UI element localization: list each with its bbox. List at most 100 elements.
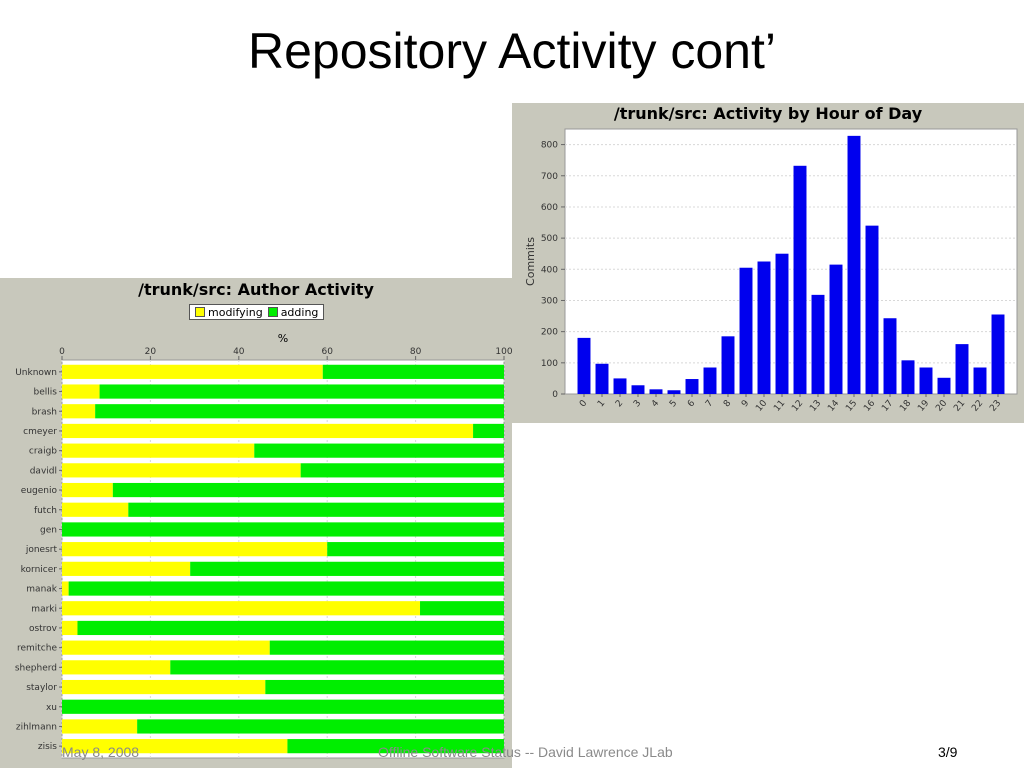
- author-y-tick-label: cmeyer: [23, 427, 57, 437]
- author-y-tick-label: gen: [40, 525, 57, 535]
- author-y-tick-label: craigb: [29, 447, 57, 457]
- hour-y-axis-label: Commits: [524, 237, 537, 286]
- hour-bar-14: [829, 264, 843, 394]
- footer-text: Offline Software Status -- David Lawrenc…: [378, 744, 673, 760]
- author-bar-manak-adding: [68, 581, 504, 596]
- author-x-tick-label: 20: [145, 347, 157, 357]
- hour-bar-15: [847, 135, 861, 394]
- author-y-tick-label: ostrov: [29, 624, 58, 634]
- author-bar-kornicer-modifying: [62, 561, 191, 576]
- hour-x-tick-label: 5: [668, 399, 679, 410]
- author-bar-eugenio-modifying: [62, 482, 113, 498]
- hour-y-tick-label: 600: [541, 203, 558, 213]
- legend-swatch-adding: [267, 307, 278, 317]
- author-bar-craigb-adding: [254, 443, 504, 458]
- hour-bar-12: [793, 165, 807, 394]
- author-bar-ostrov-modifying: [62, 620, 78, 636]
- author-bar-xu-adding: [62, 699, 504, 714]
- hour-bar-13: [811, 294, 825, 394]
- author-bar-bellis-adding: [99, 384, 504, 399]
- author-chart-title: /trunk/src: Author Activity: [138, 280, 374, 299]
- author-bar-craigb-modifying: [62, 443, 255, 458]
- slide-title: Repository Activity cont’: [248, 23, 776, 79]
- author-x-tick-label: 100: [495, 347, 512, 357]
- hour-bar-9: [739, 267, 753, 394]
- hour-bar-8: [721, 336, 735, 394]
- author-bar-gen-adding: [62, 522, 504, 537]
- author-y-tick-label: brash: [32, 407, 57, 417]
- author-bar-zihlmann-modifying: [62, 719, 138, 734]
- hour-bar-21: [955, 344, 969, 394]
- hour-x-tick-label: 1: [596, 399, 607, 410]
- hour-x-tick-label: 14: [826, 398, 841, 413]
- author-y-tick-label: manak: [26, 585, 58, 595]
- hour-x-tick-label: 13: [808, 399, 823, 414]
- hour-x-tick-label: 15: [844, 399, 859, 414]
- hour-x-tick-label: 3: [632, 399, 643, 410]
- hour-bar-1: [595, 363, 609, 394]
- hour-bar-20: [937, 377, 951, 394]
- author-bar-bellis-modifying: [62, 384, 100, 399]
- author-bar-staylor-adding: [265, 679, 504, 695]
- author-bar-cmeyer-adding: [473, 423, 504, 439]
- hour-x-tick-label: 2: [614, 399, 625, 410]
- hour-y-tick-label: 500: [541, 234, 558, 244]
- hour-x-tick-label: 7: [704, 399, 715, 410]
- author-y-tick-label: Unknown: [15, 368, 57, 378]
- hour-x-tick-label: 18: [898, 398, 913, 413]
- hour-y-tick-label: 400: [541, 265, 558, 275]
- hour-x-tick-label: 12: [790, 399, 805, 414]
- author-bar-zihlmann-adding: [137, 719, 504, 734]
- hour-bar-3: [631, 385, 645, 394]
- author-bar-futch-modifying: [62, 502, 129, 517]
- author-bar-remitche-adding: [269, 640, 504, 655]
- author-plot-area: [61, 359, 505, 759]
- author-bar-brash-modifying: [62, 404, 96, 419]
- hour-x-tick-label: 22: [970, 399, 985, 414]
- author-bar-davidl-modifying: [62, 463, 301, 478]
- hour-bar-11: [775, 253, 789, 394]
- author-bar-futch-adding: [128, 502, 505, 517]
- author-y-tick-label: zihlmann: [16, 722, 57, 732]
- author-bar-davidl-adding: [300, 463, 504, 478]
- hour-x-tick-label: 6: [686, 398, 698, 409]
- author-y-tick-label: marki: [31, 604, 57, 614]
- hour-x-tick-label: 21: [952, 399, 967, 414]
- author-bar-Unknown-modifying: [62, 364, 323, 379]
- hour-bar-23: [991, 314, 1005, 394]
- author-bar-shepherd-adding: [170, 660, 505, 675]
- author-y-tick-label: zisis: [38, 742, 57, 752]
- legend-label-adding: adding: [280, 305, 319, 319]
- hour-x-tick-label: 17: [880, 399, 895, 414]
- author-chart-panel: /trunk/src: Author Activity modifying ad…: [0, 278, 512, 768]
- author-x-tick-label: 40: [233, 347, 245, 357]
- author-x-tick-label: 80: [410, 347, 422, 357]
- hour-x-tick-label: 23: [988, 399, 1003, 414]
- author-bar-zisis-modifying: [62, 739, 288, 754]
- author-bar-remitche-modifying: [62, 640, 270, 655]
- author-bar-eugenio-adding: [112, 482, 504, 498]
- author-chart: % 0 20 40 60 80 100 Unknown bellis brash cmeyer cra…: [15, 332, 512, 759]
- legend-swatch-modifying: [195, 307, 205, 317]
- author-bar-Unknown-adding: [322, 364, 504, 379]
- hour-bar-0: [577, 337, 591, 394]
- author-y-tick-label: davidl: [30, 466, 57, 476]
- author-y-tick-label: remitche: [17, 644, 57, 654]
- author-bar-cmeyer-modifying: [62, 423, 474, 439]
- hour-y-tick-label: 300: [541, 296, 558, 306]
- author-y-tick-label: shepherd: [15, 663, 57, 673]
- hour-bar-2: [613, 378, 627, 394]
- author-bar-brash-adding: [95, 404, 505, 419]
- hour-bar-17: [883, 318, 897, 394]
- author-bar-manak-modifying: [62, 581, 69, 596]
- page-number: 3/9: [938, 744, 958, 760]
- hour-bar-5: [667, 390, 681, 394]
- hour-plot-area: [564, 128, 1018, 395]
- author-y-tick-label: xu: [46, 703, 57, 713]
- hour-x-tick-label: 20: [934, 398, 949, 413]
- hour-x-tick-label: 19: [916, 398, 931, 413]
- hour-y-tick-label: 800: [541, 141, 558, 151]
- author-y-tick-label: staylor: [26, 683, 57, 693]
- hour-x-tick-label: 9: [740, 398, 752, 409]
- hour-bar-16: [865, 225, 879, 394]
